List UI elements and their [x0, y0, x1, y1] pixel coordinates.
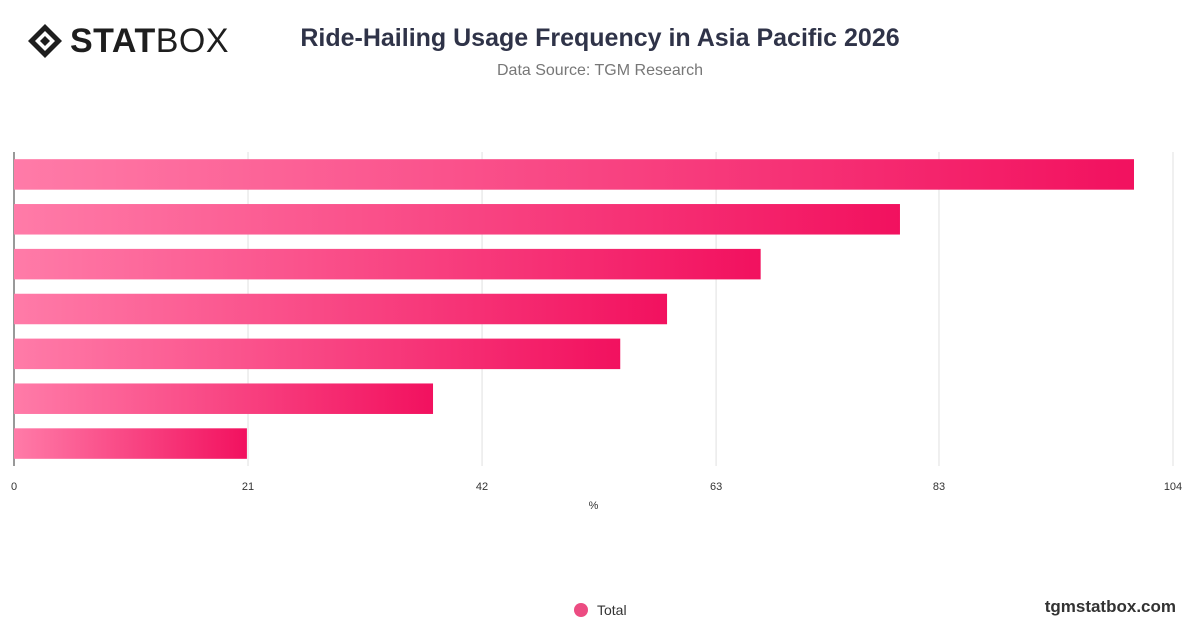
logo-text-light: BOX [155, 22, 230, 60]
bar [14, 338, 621, 370]
source-website: tgmstatbox.com [1044, 597, 1176, 616]
legend-label-total: Total [597, 602, 627, 618]
statbox-logo: STATBOX [26, 22, 229, 60]
legend-marker [574, 603, 588, 617]
x-tick-label: 21 [242, 481, 254, 493]
logo-wordmark: STATBOX [70, 24, 229, 58]
bar [14, 248, 761, 280]
chart-subtitle: Data Source: TGM Research [496, 62, 703, 79]
chart-legend[interactable]: Total [574, 602, 627, 618]
chart-title: Ride-Hailing Usage Frequency in Asia Pac… [300, 24, 900, 52]
x-tick-label: 104 [1164, 481, 1182, 493]
x-tick-label: 0 [11, 481, 17, 493]
logo-text-bold: STAT [70, 22, 156, 60]
x-tick-label: 42 [476, 481, 488, 493]
diamond-logo-icon [28, 24, 62, 58]
bar [14, 204, 900, 235]
bar [14, 383, 434, 414]
x-tick-label: 63 [710, 481, 722, 493]
x-axis-title: % [589, 500, 599, 512]
bar [14, 159, 1134, 190]
x-tick-label: 83 [933, 481, 945, 493]
bar [14, 293, 668, 325]
bar [14, 428, 247, 459]
